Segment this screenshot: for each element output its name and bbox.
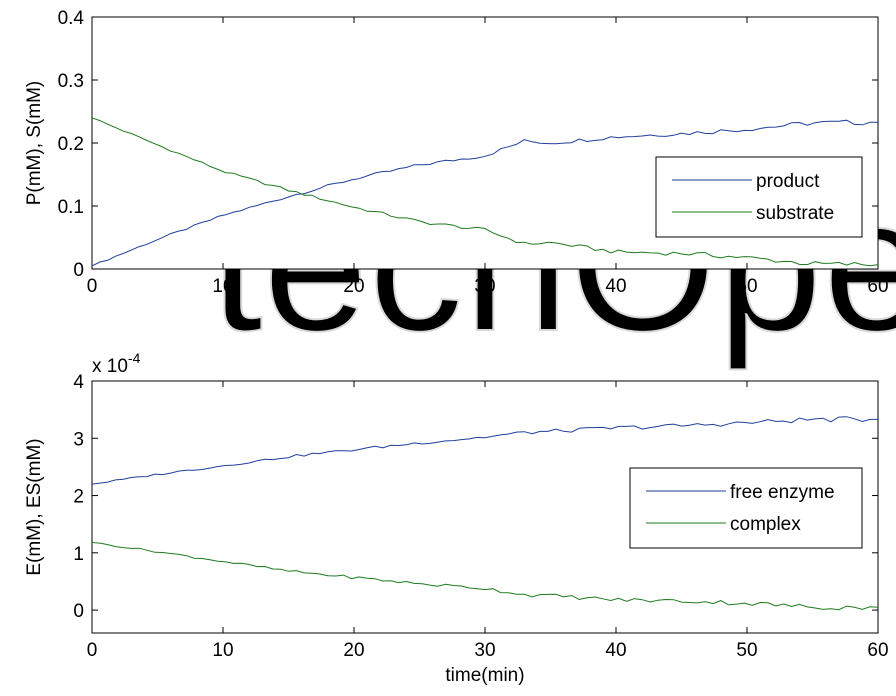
x-tick-label: 40 [605, 276, 626, 297]
x-tick-label: 10 [212, 276, 233, 297]
x-tick-label: 20 [343, 276, 364, 297]
x-tick-label: 50 [736, 640, 757, 661]
legend-label: product [756, 171, 820, 192]
x-tick-label: 10 [212, 640, 233, 661]
y-tick-label: 0 [73, 260, 84, 281]
x-tick-label: 60 [867, 276, 888, 297]
series-line-free-enzyme [91, 416, 878, 485]
y-tick-label: 3 [73, 429, 84, 450]
bottom-ticks: 0 10 20 30 40 50 60 0 1 2 3 4 [73, 372, 888, 661]
top-series [91, 117, 879, 267]
top-ylabel: P(mM), S(mM) [24, 81, 45, 206]
y-tick-label: 1 [73, 544, 84, 565]
legend-box [629, 467, 863, 549]
y-tick-label: 2 [73, 487, 84, 508]
legend-label: substrate [756, 203, 834, 224]
x-tick-label: 20 [343, 640, 364, 661]
legend-label: complex [730, 514, 801, 535]
legend-box [655, 156, 863, 238]
bottom-xlabel: time(min) [445, 665, 524, 686]
y-tick-label: 0.1 [58, 197, 84, 218]
exponent-base: x 10 [92, 356, 128, 377]
series-line-complex [91, 542, 879, 611]
exponent-power: -4 [128, 350, 141, 366]
series-line-substrate [91, 117, 879, 267]
bottom-legend: free enzyme complex [629, 467, 863, 549]
y-tick-label: 0.4 [58, 8, 85, 29]
bottom-ylabel: E(mM), ES(mM) [24, 438, 45, 575]
x-tick-label: 30 [474, 276, 495, 297]
legend-label: free enzyme [730, 482, 835, 503]
y-tick-label: 0.3 [58, 71, 84, 92]
y-tick-label: 0.2 [58, 134, 84, 155]
x-tick-label: 30 [474, 640, 495, 661]
series-line-product [91, 119, 879, 267]
y-tick-label: 0 [73, 601, 84, 622]
x-tick-label: 40 [605, 640, 626, 661]
x-tick-label: 50 [736, 276, 757, 297]
x-tick-label: 60 [867, 640, 888, 661]
x-tick-label: 0 [87, 640, 98, 661]
y-tick-label: 4 [73, 372, 84, 393]
bottom-series [91, 416, 879, 611]
x-tick-label: 0 [87, 276, 98, 297]
top-legend: product substrate [655, 156, 863, 238]
bottom-plot: 0 10 20 30 40 50 60 0 1 2 3 4 E(mM), ES(mM) time(mi… [24, 350, 889, 686]
bottom-exponent: x 10-4 [92, 350, 141, 377]
top-ticks: 0 10 20 30 40 50 60 0 0.1 0.2 0.3 0.4 [58, 8, 889, 297]
